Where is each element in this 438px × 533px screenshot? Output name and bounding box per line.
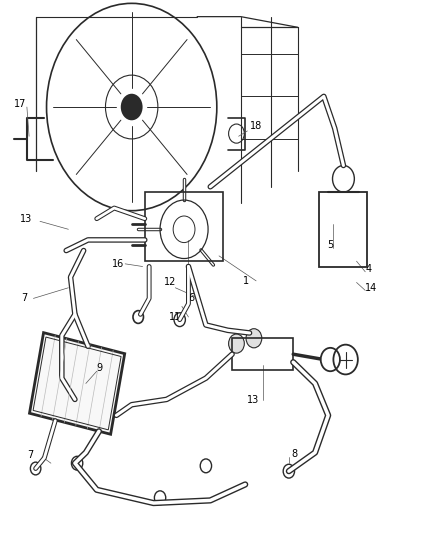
Text: 7: 7	[27, 450, 33, 460]
Text: 9: 9	[97, 362, 103, 373]
Circle shape	[229, 334, 244, 353]
Bar	[145, 192, 223, 261]
Bar	[319, 192, 367, 266]
Circle shape	[71, 456, 83, 470]
Text: 6: 6	[188, 293, 194, 303]
Circle shape	[121, 94, 143, 120]
Text: 4: 4	[365, 264, 371, 274]
Bar	[232, 338, 293, 370]
Text: 13: 13	[247, 395, 260, 406]
Circle shape	[68, 391, 81, 407]
Text: 8: 8	[291, 449, 297, 459]
Text: 14: 14	[365, 283, 378, 293]
Text: 5: 5	[327, 240, 333, 250]
Circle shape	[174, 313, 185, 327]
Circle shape	[246, 329, 262, 348]
Bar	[29, 333, 125, 434]
Circle shape	[154, 491, 166, 505]
Circle shape	[200, 459, 212, 473]
Text: 12: 12	[164, 278, 177, 287]
Circle shape	[321, 348, 340, 371]
Text: 18: 18	[250, 120, 262, 131]
Text: 16: 16	[112, 259, 124, 269]
Text: 1: 1	[243, 276, 249, 286]
Text: 13: 13	[20, 214, 32, 224]
Circle shape	[30, 462, 41, 475]
Text: 7: 7	[21, 293, 28, 303]
Text: 17: 17	[14, 99, 26, 109]
Bar	[33, 337, 121, 430]
Text: 11: 11	[169, 312, 181, 322]
Circle shape	[283, 464, 294, 478]
Circle shape	[133, 311, 144, 324]
